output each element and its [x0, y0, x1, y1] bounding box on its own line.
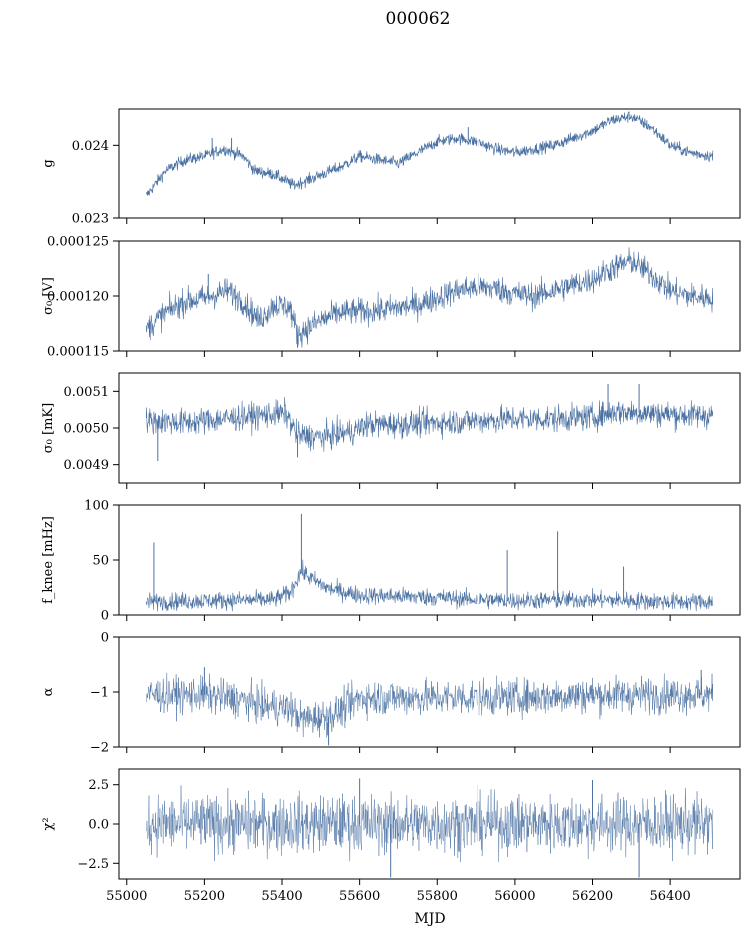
- y-tick-label: −1: [90, 686, 109, 701]
- x-tick-label: 55600: [339, 889, 380, 904]
- y-tick-label: 0.024: [72, 139, 109, 154]
- axes-frame: [118, 108, 741, 219]
- x-tick-label: 56400: [649, 889, 690, 904]
- series-line: [145, 397, 714, 452]
- x-tick-label: 55000: [106, 889, 147, 904]
- y-axis-label: α: [41, 687, 56, 696]
- data-gap: [477, 506, 479, 614]
- y-tick-label: 0.000125: [47, 235, 109, 250]
- series-line: [145, 247, 714, 348]
- y-tick-label: −2.5: [77, 857, 109, 872]
- series-line: [145, 111, 714, 196]
- y-axis-label: g: [41, 159, 56, 167]
- x-tick-label: 55800: [417, 889, 458, 904]
- series-line: [145, 672, 714, 738]
- panel-6: −2.5 0.0 2.5 55000 55200 55400 55600 55800 56000…: [41, 768, 741, 904]
- panel-1: 0.023 0.024 g: [41, 108, 741, 227]
- x-axis-label: MJD: [414, 911, 445, 927]
- data-gap: [477, 638, 479, 746]
- y-axis-label: χ²: [41, 817, 56, 830]
- x-tick-label: 55400: [261, 889, 302, 904]
- series-line: [145, 785, 714, 863]
- y-tick-label: 0.000120: [47, 290, 109, 305]
- data-gap: [477, 242, 479, 350]
- y-tick-label: 0.0050: [64, 422, 110, 437]
- series-line: [145, 559, 714, 612]
- y-tick-label: 0: [101, 609, 109, 624]
- y-tick-label: 50: [92, 554, 109, 569]
- x-tick-label: 55200: [184, 889, 225, 904]
- panels: 0.023 0.024 g 0.000115 0.000120 0.000125 σ₀ [V…: [41, 108, 741, 904]
- y-axis-label: σ₀ [V]: [41, 277, 56, 315]
- chart-title: 000062: [386, 9, 451, 29]
- x-tick-label: 56000: [494, 889, 535, 904]
- y-tick-label: 0.023: [72, 212, 109, 227]
- y-tick-label: 0.0051: [64, 385, 110, 400]
- data-gap: [477, 770, 479, 878]
- x-tick-label: 56200: [572, 889, 613, 904]
- y-tick-label: 0.0049: [64, 458, 110, 473]
- y-tick-label: 100: [84, 499, 109, 514]
- data-gap: [477, 374, 479, 482]
- y-tick-label: 2.5: [88, 778, 109, 793]
- axes-frame: [118, 240, 741, 352]
- y-axis-label: f_knee [mHz]: [41, 516, 56, 604]
- panel-4: 0 50 100 f_knee [mHz]: [41, 499, 741, 624]
- y-axis-label: σ₀ [mK]: [41, 403, 56, 453]
- y-tick-label: 0: [101, 631, 109, 646]
- y-tick-label: 0.000115: [47, 345, 109, 360]
- panel-2: 0.000115 0.000120 0.000125 σ₀ [V]: [41, 235, 741, 360]
- y-tick-label: 0.0: [88, 818, 109, 833]
- y-tick-label: −2: [90, 741, 109, 756]
- panel-5: −2 −1 0 α: [41, 631, 741, 756]
- panel-3: 0.0049 0.0050 0.0051 σ₀ [mK]: [41, 372, 741, 489]
- data-gap: [477, 110, 479, 217]
